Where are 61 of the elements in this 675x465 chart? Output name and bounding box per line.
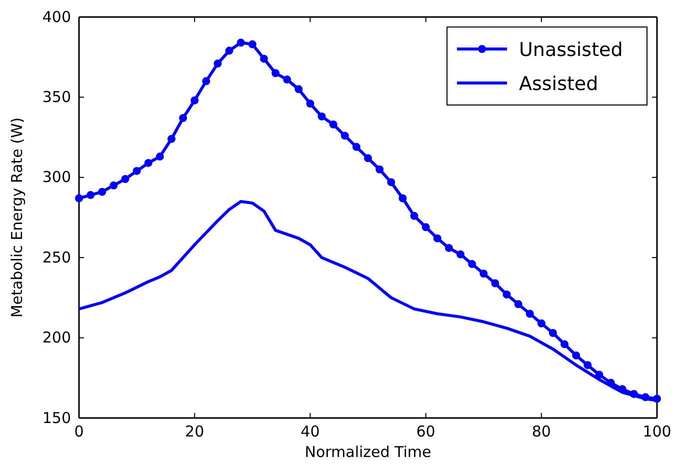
point: [272, 69, 280, 78]
point: [376, 165, 384, 174]
legend-label: Unassisted: [519, 39, 623, 61]
point: [202, 77, 210, 86]
point: [167, 134, 176, 143]
point: [156, 152, 164, 161]
y-tick-label: 250: [42, 248, 71, 266]
point: [294, 85, 303, 94]
point: [352, 142, 360, 151]
point: [584, 361, 592, 370]
point: [410, 212, 418, 220]
point: [560, 340, 569, 348]
point: [121, 175, 130, 184]
point: [364, 154, 372, 162]
point: [110, 181, 118, 190]
point: [491, 279, 500, 288]
legend-label: Assisted: [519, 73, 598, 95]
x-tick-label: 100: [642, 422, 672, 441]
point: [422, 223, 430, 232]
point: [75, 194, 83, 202]
point: [329, 120, 338, 128]
y-tick-label: 400: [42, 8, 71, 26]
y-axis-title: Metabolic Energy Rate (W): [8, 117, 26, 318]
point: [318, 112, 326, 120]
point: [236, 38, 245, 47]
y-tick-label: 200: [42, 328, 71, 347]
point: [572, 351, 580, 360]
y-tick-label: 350: [42, 88, 71, 106]
point: [387, 178, 396, 186]
x-axis-title: Normalized Time: [304, 443, 432, 461]
y-tick-label: 300: [42, 168, 71, 186]
point: [444, 244, 453, 252]
x-tick-label: 80: [532, 422, 551, 441]
point: [526, 310, 534, 318]
point: [214, 60, 222, 68]
point: [248, 40, 256, 48]
x-tick-label: 0: [74, 422, 84, 441]
point: [468, 260, 476, 268]
point: [433, 234, 442, 242]
point: [144, 158, 152, 167]
point: [283, 76, 292, 84]
point: [86, 191, 95, 200]
point: [480, 270, 488, 278]
point: [514, 300, 522, 308]
x-tick-label: 60: [416, 422, 436, 441]
point: [398, 194, 407, 202]
y-tick-label: 150: [42, 408, 71, 427]
point: [502, 290, 511, 298]
point: [548, 328, 557, 337]
x-tick-label: 40: [300, 422, 320, 441]
point: [340, 132, 349, 140]
point: [98, 188, 106, 196]
point: [260, 54, 268, 63]
point: [190, 96, 199, 104]
point: [456, 250, 464, 258]
x-tick-label: 20: [185, 422, 204, 441]
point: [537, 319, 546, 328]
point: [306, 100, 314, 108]
point: [132, 166, 141, 175]
point: [225, 46, 234, 55]
point: [179, 114, 188, 122]
